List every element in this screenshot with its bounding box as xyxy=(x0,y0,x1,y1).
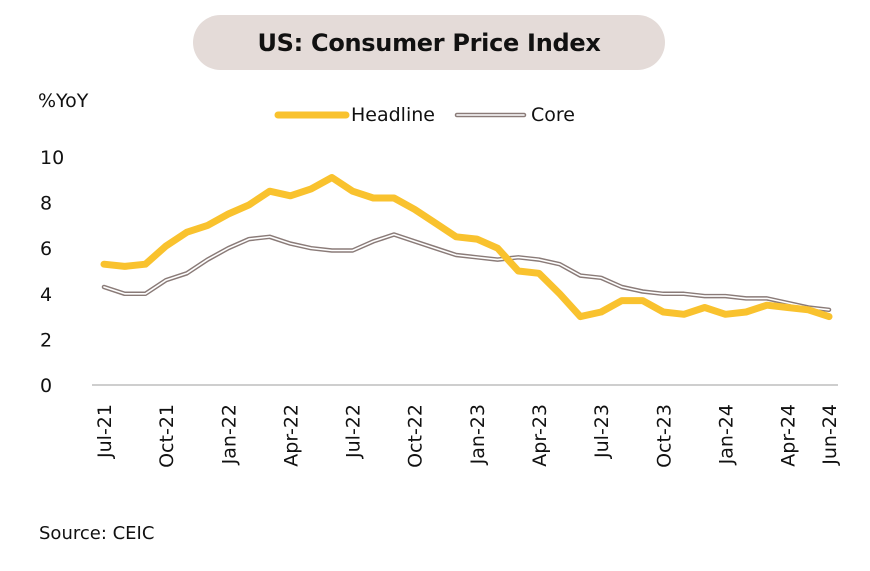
chart-title: US: Consumer Price Index xyxy=(257,28,601,57)
x-tick-label: Oct-22 xyxy=(405,404,427,468)
x-tick-label: Apr-24 xyxy=(778,404,800,467)
title-banner: US: Consumer Price Index xyxy=(193,15,665,70)
y-tick-label: 0 xyxy=(40,375,52,397)
headline-series-line xyxy=(100,174,833,321)
y-tick-label: 10 xyxy=(40,147,64,169)
x-tick-label: Jul-21 xyxy=(94,404,116,459)
x-tick-label: Oct-21 xyxy=(156,404,178,468)
core-series-line-inner xyxy=(103,233,830,311)
y-tick-label: 4 xyxy=(40,284,52,306)
source-note: Source: CEIC xyxy=(39,523,155,544)
x-tick-label: Oct-23 xyxy=(653,404,675,468)
core-series-line xyxy=(101,232,832,313)
x-tick-label: Jan-22 xyxy=(218,404,240,465)
y-tick-label: 2 xyxy=(40,329,52,351)
x-tick-label: Apr-23 xyxy=(529,404,551,467)
x-tick-label: Jun-24 xyxy=(819,404,841,466)
x-tick-label: Jan-23 xyxy=(467,404,489,465)
x-tick-label: Jul-22 xyxy=(343,404,365,459)
x-tick-label: Jul-23 xyxy=(591,404,613,459)
y-tick-label: 6 xyxy=(40,238,52,260)
x-tick-label: Jan-24 xyxy=(715,404,737,465)
y-axis-unit-label: %YoY xyxy=(38,90,89,112)
legend-headline-label: Headline xyxy=(351,104,435,126)
y-tick-label: 8 xyxy=(40,193,52,215)
x-tick-label: Apr-22 xyxy=(280,404,302,467)
legend-core-label: Core xyxy=(531,104,575,126)
